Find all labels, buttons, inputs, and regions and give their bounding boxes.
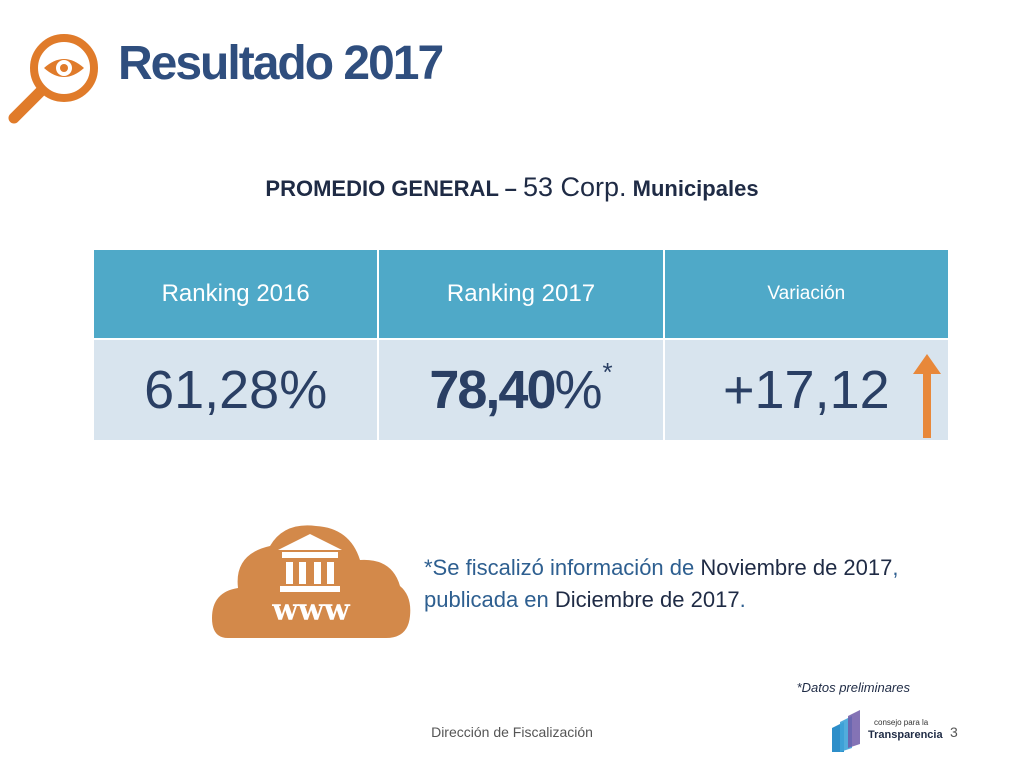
page-title: Resultado 2017 — [118, 37, 444, 90]
cloud-www-text: www — [271, 593, 351, 628]
fiscalization-note: *Se fiscalizó información de Noviembre d… — [424, 552, 904, 616]
note-highlight-1: Noviembre de 2017 — [700, 555, 893, 580]
subtitle-suffix: Municipales — [626, 176, 759, 201]
note-part-1: *Se fiscalizó información de — [424, 555, 701, 580]
logo-small-text: consejo para la — [874, 718, 929, 727]
subtitle-number: 53 Corp. — [522, 172, 627, 202]
ranking-2017-percent: % — [554, 360, 603, 420]
variation-cell: +17,12 — [662, 338, 951, 442]
up-arrow-icon — [913, 354, 941, 438]
eye-magnifier-icon — [8, 34, 98, 124]
logo-big-text: Transparencia — [868, 729, 943, 741]
note-highlight-2: Diciembre de 2017 — [554, 587, 740, 612]
page-number: 3 — [950, 724, 958, 740]
variation-value: +17,12 — [722, 360, 890, 420]
note-part-2: , publicada en — [424, 555, 899, 612]
preliminary-note: *Datos preliminares — [796, 680, 910, 695]
subtitle-prefix: PROMEDIO GENERAL – — [265, 176, 523, 201]
ranking-2017-asterisk: * — [602, 357, 613, 387]
subtitle: PROMEDIO GENERAL – 53 Corp. Municipales — [0, 172, 1024, 203]
ranking-2016-value: 61,28% — [91, 338, 380, 442]
header-ranking-2017: Ranking 2017 — [377, 248, 665, 340]
ranking-table: Ranking 2016 Ranking 2017 Variación 61,2… — [91, 248, 951, 442]
footer-text: Dirección de Fiscalización — [431, 724, 593, 740]
ranking-2017-value: 78,40 — [429, 360, 556, 420]
cloud-institution-icon: www — [212, 525, 411, 638]
header-ranking-2016: Ranking 2016 — [91, 248, 380, 340]
table-header-row: Ranking 2016 Ranking 2017 Variación — [91, 248, 951, 340]
table-row: 61,28% 78,40%* +17,12 — [91, 338, 951, 442]
note-part-3: . — [739, 587, 746, 612]
transparencia-logo — [832, 710, 860, 752]
ranking-2017-cell: 78,40%* — [377, 338, 665, 442]
header-variation: Variación — [662, 248, 951, 340]
